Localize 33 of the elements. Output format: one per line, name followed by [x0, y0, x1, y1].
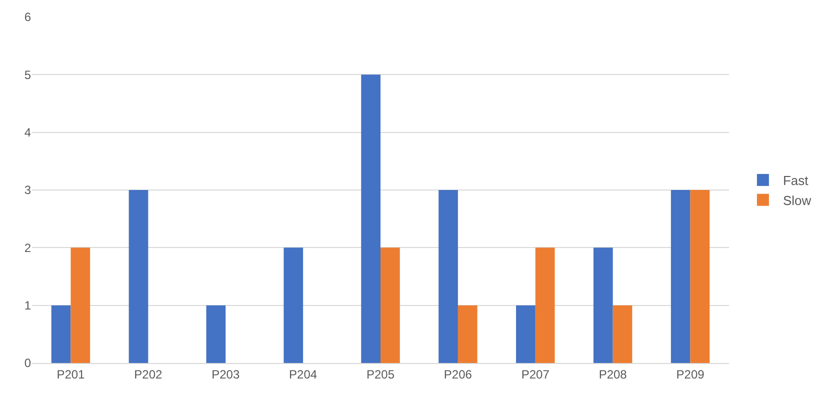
y-tick-label: 1	[24, 298, 32, 313]
bar	[361, 74, 380, 363]
bar	[70, 248, 90, 363]
x-tick-label: P201	[56, 367, 86, 382]
y-tick-label: 3	[24, 183, 32, 198]
x-tick-label: P205	[366, 367, 395, 382]
bar	[438, 190, 458, 363]
bar	[690, 190, 710, 363]
bar	[128, 190, 148, 363]
bar	[612, 305, 632, 363]
bar	[51, 305, 71, 363]
y-tick-label: 4	[24, 126, 32, 140]
bar	[284, 248, 304, 363]
bar	[206, 305, 226, 363]
y-tick-label: 2	[24, 240, 32, 255]
bar	[670, 190, 690, 363]
x-tick-label: P206	[444, 367, 472, 382]
bar	[458, 305, 478, 363]
bar	[593, 248, 613, 363]
legend-label: Slow	[782, 192, 812, 208]
y-tick-label: 6	[24, 10, 32, 24]
bar	[535, 248, 555, 363]
bar	[380, 248, 400, 363]
bar	[516, 305, 536, 363]
x-tick-label: P207	[521, 367, 550, 382]
x-tick-label: P203	[212, 367, 240, 382]
legend-label: Fast	[782, 173, 809, 188]
x-tick-label: P208	[598, 367, 628, 382]
y-tick-label: 5	[24, 68, 32, 82]
x-tick-label: P209	[676, 367, 705, 382]
x-tick-label: P204	[289, 367, 318, 382]
x-tick-label: P202	[134, 367, 163, 382]
y-tick-label: 0	[24, 356, 32, 370]
